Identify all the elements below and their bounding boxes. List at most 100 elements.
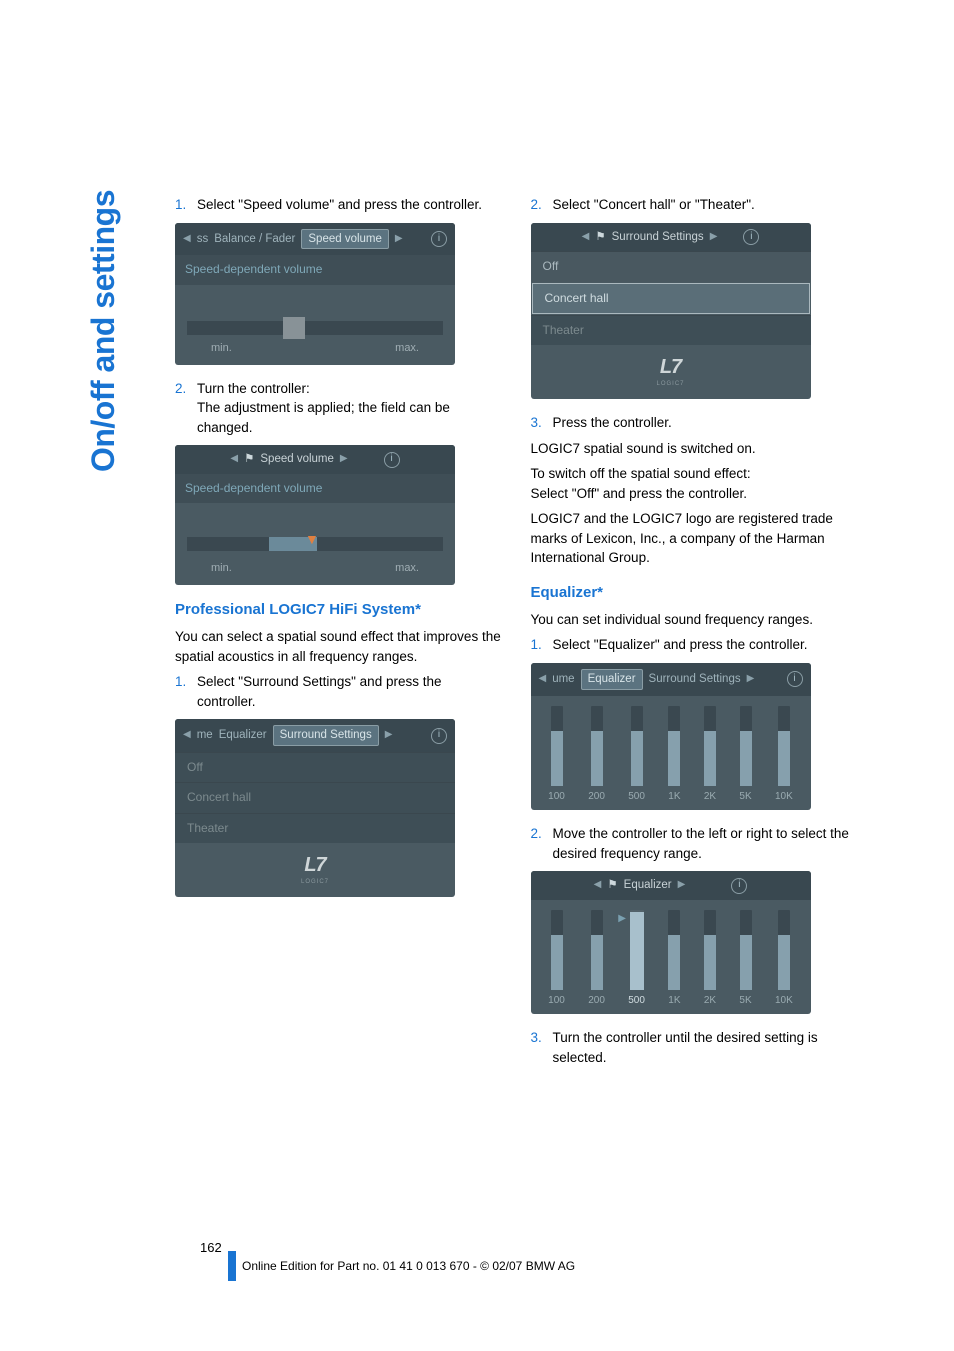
nav-right-icon: ▶ bbox=[340, 452, 348, 467]
step-num: 2. bbox=[531, 824, 553, 863]
list-item: Theater bbox=[175, 813, 455, 843]
eq-fill bbox=[778, 935, 790, 990]
eq-label: 200 bbox=[588, 994, 605, 1009]
step-text: Turn the controller: The adjustment is a… bbox=[197, 379, 503, 438]
eq-track bbox=[778, 910, 790, 990]
nav-tab-inactive: Equalizer bbox=[219, 727, 267, 744]
slider-labels: min. max. bbox=[187, 339, 443, 357]
eq-track bbox=[740, 706, 752, 786]
list-item: Off bbox=[175, 752, 455, 782]
ss-body: min. max. bbox=[175, 285, 455, 365]
nav-left-icon: ◀ bbox=[582, 230, 590, 245]
eq-fill bbox=[668, 731, 680, 786]
line: Select "Off" and press the controller. bbox=[531, 486, 747, 501]
step: 1. Select "Equalizer" and press the cont… bbox=[531, 635, 859, 655]
eq-track bbox=[778, 706, 790, 786]
logic7-logo: L7 LOGIC7 bbox=[531, 345, 811, 399]
eq-label: 2K bbox=[704, 994, 716, 1009]
screenshot-equalizer-tab: ◀ ume Equalizer Surround Settings ▶ i 10… bbox=[531, 663, 811, 810]
eq-label: 10K bbox=[775, 994, 793, 1009]
title: Speed volume bbox=[260, 451, 334, 468]
content: 1. Select "Speed volume" and press the c… bbox=[175, 195, 858, 1074]
eq-label: 1K bbox=[668, 994, 680, 1009]
logo-sub: LOGIC7 bbox=[531, 380, 811, 389]
step-text: Select "Concert hall" or "Theater". bbox=[553, 195, 859, 215]
nav-tab-active: Surround Settings bbox=[273, 725, 379, 746]
screenshot-equalizer-detail: ◀ ⚑ Equalizer ▶ i 100200▶5001K2K5K10K bbox=[531, 871, 811, 1014]
paragraph: LOGIC7 spatial sound is switched on. bbox=[531, 439, 859, 459]
step: 2. Move the controller to the left or ri… bbox=[531, 824, 859, 863]
paragraph: To switch off the spatial sound effect: … bbox=[531, 464, 859, 503]
nav-prev: ume bbox=[552, 671, 574, 688]
eq-track bbox=[704, 910, 716, 990]
paragraph: You can select a spatial sound effect th… bbox=[175, 627, 503, 666]
info-icon: i bbox=[787, 671, 803, 687]
eq-fill bbox=[551, 935, 563, 990]
ss-subtitle: Speed-dependent volume bbox=[175, 474, 455, 503]
nav-prev: me bbox=[197, 727, 213, 744]
eq-fill bbox=[551, 731, 563, 786]
eq-band: 100 bbox=[548, 706, 565, 805]
step: 1. Select "Surround Settings" and press … bbox=[175, 672, 503, 711]
eq-band: 1K bbox=[668, 910, 680, 1009]
slider-min: min. bbox=[211, 341, 232, 357]
info-icon: i bbox=[731, 878, 747, 894]
eq-band: ▶500 bbox=[628, 910, 645, 1009]
eq-track bbox=[631, 706, 643, 786]
list-item-theater: Theater bbox=[531, 315, 811, 345]
eq-label: 200 bbox=[588, 790, 605, 805]
page-number: 162 bbox=[200, 1240, 222, 1255]
nav-tab-inactive: Balance / Fader bbox=[214, 231, 295, 248]
nav-tab-active: Speed volume bbox=[301, 229, 389, 250]
nav-left-icon: ◀ bbox=[183, 232, 191, 247]
screenshot-surround-select: ◀ ⚑ Surround Settings ▶ i Off Concert ha… bbox=[531, 223, 811, 400]
eq-band: 2K bbox=[704, 706, 716, 805]
eq-track bbox=[591, 706, 603, 786]
info-icon: i bbox=[743, 229, 759, 245]
right-column: 2. Select "Concert hall" or "Theater". ◀… bbox=[531, 195, 859, 1074]
eq-band: 200 bbox=[588, 910, 605, 1009]
ss-body: ▼ min. max. bbox=[175, 503, 455, 585]
eq-fill bbox=[704, 935, 716, 990]
slider-labels: min. max. bbox=[187, 559, 443, 577]
eq-label: 500 bbox=[628, 790, 645, 805]
eq-band: 200 bbox=[588, 706, 605, 805]
step-text: Press the controller. bbox=[553, 413, 859, 433]
info-icon: i bbox=[431, 728, 447, 744]
step-text: Select "Speed volume" and press the cont… bbox=[197, 195, 503, 215]
eq-bars: 100 200 500 1K2K 5K 10K bbox=[531, 696, 811, 811]
ss-header: ◀ ⚑ Surround Settings ▶ i bbox=[531, 223, 811, 252]
eq-label: 10K bbox=[775, 790, 793, 805]
heading-logic7: Professional LOGIC7 HiFi System* bbox=[175, 599, 503, 621]
eq-fill bbox=[631, 731, 643, 786]
eq-label: 100 bbox=[548, 790, 565, 805]
logo-text: L7 bbox=[304, 854, 325, 876]
eq-track bbox=[668, 706, 680, 786]
ss-header: ◀ ⚑ Speed volume ▶ i bbox=[175, 445, 455, 474]
eq-fill bbox=[668, 935, 680, 990]
eq-band: 10K bbox=[775, 706, 793, 805]
list-item-concert-selected: Concert hall bbox=[532, 283, 810, 314]
eq-band: 1K bbox=[668, 706, 680, 805]
flag-icon: ⚑ bbox=[595, 229, 605, 246]
eq-fill bbox=[704, 731, 716, 786]
list-item: Concert hall bbox=[175, 782, 455, 812]
eq-track bbox=[668, 910, 680, 990]
step: 2. Select "Concert hall" or "Theater". bbox=[531, 195, 859, 215]
nav-right-icon: ▶ bbox=[710, 230, 718, 245]
line: To switch off the spatial sound effect: bbox=[531, 466, 751, 481]
flag-icon: ⚑ bbox=[607, 877, 617, 894]
slider-track bbox=[187, 321, 443, 335]
nav-tab-active: Equalizer bbox=[581, 669, 643, 690]
nav-left-icon: ◀ bbox=[539, 672, 547, 687]
heading-equalizer: Equalizer* bbox=[531, 582, 859, 604]
eq-fill bbox=[740, 731, 752, 786]
eq-band: 10K bbox=[775, 910, 793, 1009]
eq-track bbox=[591, 910, 603, 990]
nav-left-icon: ◀ bbox=[183, 728, 191, 743]
logic7-logo: L7 LOGIC7 bbox=[175, 843, 455, 897]
step-num: 1. bbox=[531, 635, 553, 655]
eq-label: 5K bbox=[739, 790, 751, 805]
eq-band: 5K bbox=[739, 706, 751, 805]
ss-header: ◀ me Equalizer Surround Settings ▶ i bbox=[175, 719, 455, 752]
